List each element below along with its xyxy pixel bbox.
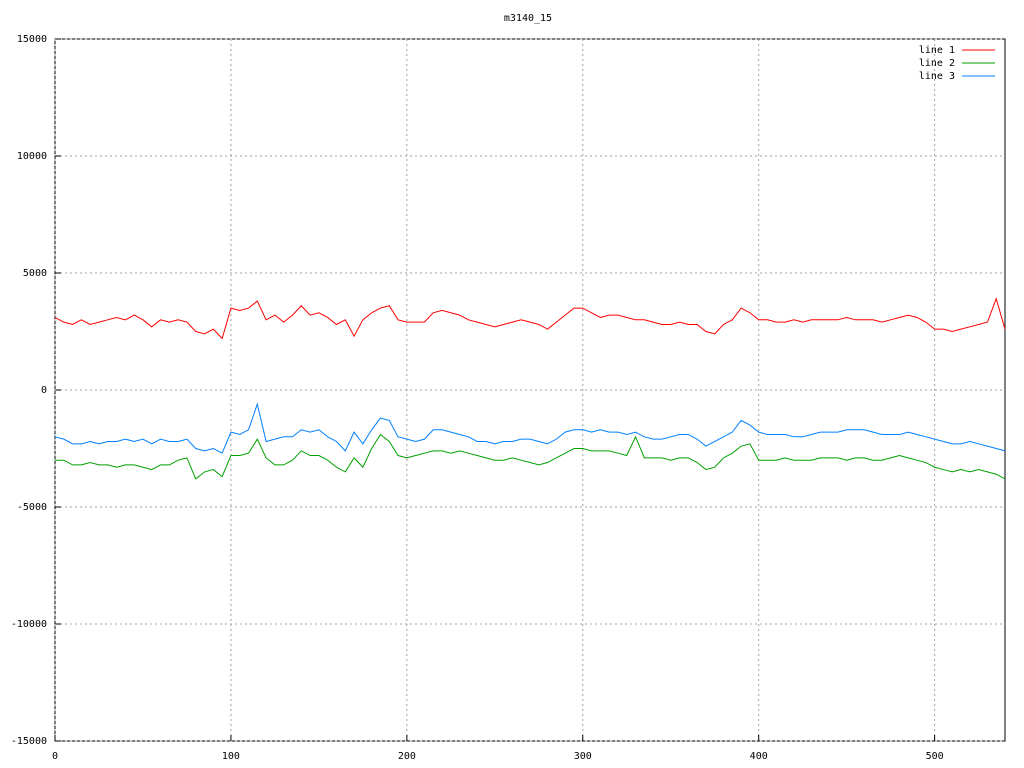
x-tick-label: 100	[222, 751, 240, 762]
chart-title: m3140_15	[504, 13, 552, 24]
y-tick-label: 0	[41, 385, 47, 396]
y-tick-label: 10000	[17, 151, 47, 162]
y-tick-label: -5000	[17, 502, 47, 513]
x-tick-label: 500	[926, 751, 944, 762]
data-line	[55, 433, 1006, 480]
data-line	[54, 402, 1006, 454]
y-tick-label: -10000	[11, 619, 47, 630]
x-tick-label: 400	[750, 751, 768, 762]
x-tick-label: 200	[398, 751, 416, 762]
x-tick-label: 300	[574, 751, 592, 762]
legend-label: line 1	[919, 45, 955, 56]
y-tick-label: 15000	[17, 34, 47, 45]
y-tick-label: 5000	[23, 268, 47, 279]
x-tick-label: 0	[52, 751, 58, 762]
y-tick-label: -15000	[11, 736, 47, 747]
data-line	[54, 297, 1006, 340]
legend-label: line 2	[919, 58, 955, 69]
legend-label: line 3	[919, 71, 955, 82]
